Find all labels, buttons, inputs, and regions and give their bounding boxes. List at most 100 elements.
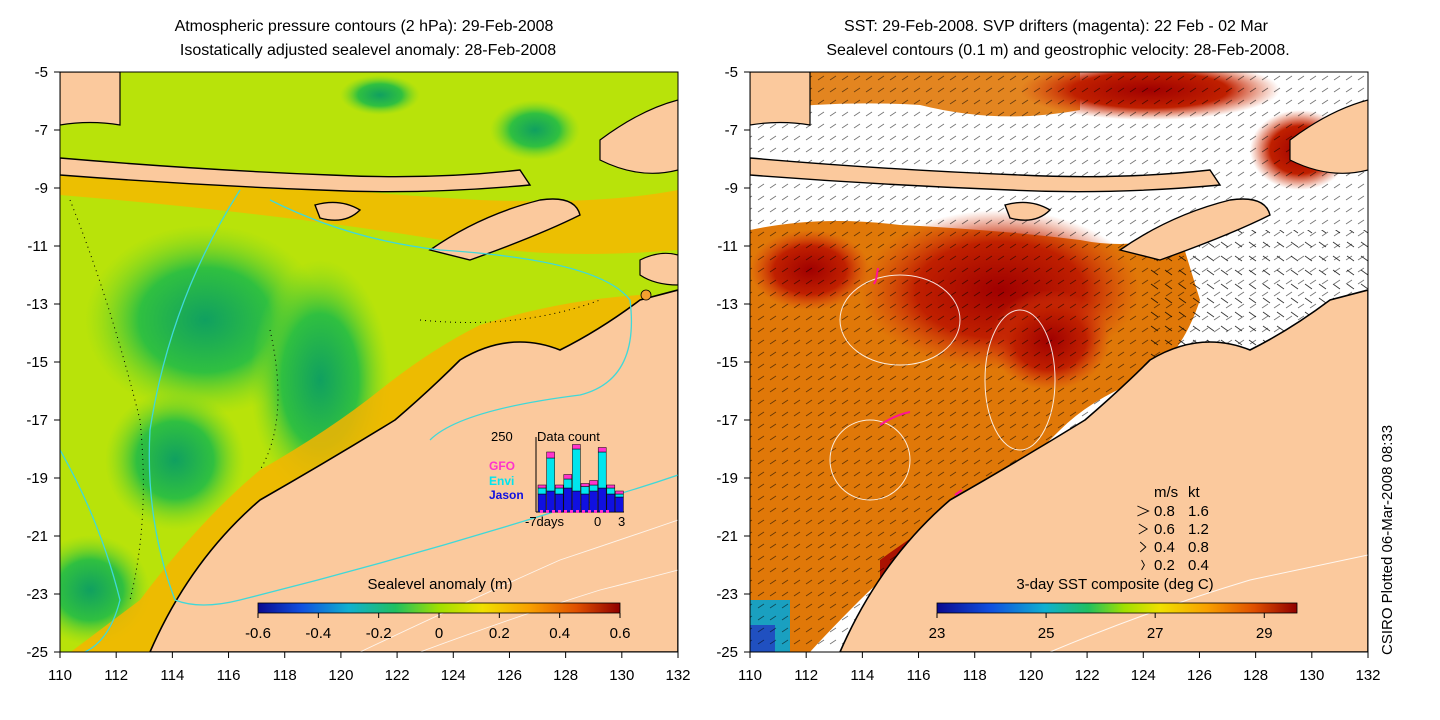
colorbar-tick-label: 29 bbox=[1256, 625, 1273, 642]
inset-bar-jason bbox=[597, 487, 607, 513]
inset-xlabel-end: 3 bbox=[618, 514, 625, 529]
x-tick-label: 132 bbox=[665, 667, 690, 684]
velocity-legend-kt: 1.2 bbox=[1188, 521, 1209, 538]
x-tick-label: 114 bbox=[160, 667, 184, 684]
inset-bar-jason bbox=[580, 493, 590, 513]
x-tick-label: 128 bbox=[553, 667, 578, 684]
y-tick-label: -11 bbox=[717, 238, 738, 255]
inset-bar-gfo bbox=[589, 480, 598, 486]
y-tick-label: -17 bbox=[716, 412, 738, 429]
x-tick-label: 110 bbox=[48, 667, 72, 684]
y-tick-label: -19 bbox=[716, 470, 738, 487]
inset-bar-jason bbox=[537, 493, 547, 513]
right-title-line1: SST: 29-Feb-2008. SVP drifters (magenta)… bbox=[844, 18, 1269, 35]
inset-title: Data count bbox=[537, 429, 600, 444]
x-tick-label: 118 bbox=[273, 667, 297, 684]
right-title-line2: Sealevel contours (0.1 m) and geostrophi… bbox=[826, 42, 1289, 59]
velocity-legend-arrow bbox=[1141, 559, 1145, 571]
inset-bar-gfo bbox=[615, 490, 624, 495]
svp-drifter-track bbox=[954, 489, 963, 496]
australia-land-right bbox=[839, 289, 1368, 652]
colorbar-tick-label: 23 bbox=[929, 625, 946, 642]
colorbar-tick-label: -0.2 bbox=[366, 625, 392, 642]
velocity-legend-arrow bbox=[1138, 523, 1149, 535]
inset-legend-gfo: GFO bbox=[489, 459, 515, 473]
colorbar-tick-label: 0.2 bbox=[489, 625, 510, 642]
inset-bars bbox=[537, 444, 624, 513]
y-tick-label: -7 bbox=[725, 122, 738, 139]
y-tick-label: -15 bbox=[26, 354, 48, 371]
x-tick-label: 112 bbox=[794, 667, 818, 684]
velocity-legend-arrow bbox=[1137, 505, 1150, 517]
velocity-legend: m/s kt 0.8 1.60.6 1.20.4 0.80.2 0.4 bbox=[1137, 484, 1209, 574]
x-tick-label: 116 bbox=[907, 667, 931, 684]
right-map bbox=[750, 72, 1368, 652]
x-tick-label: 132 bbox=[1355, 667, 1380, 684]
x-tick-label: 112 bbox=[104, 667, 128, 684]
inset-day-marker bbox=[564, 510, 567, 513]
left-title-line1: Atmospheric pressure contours (2 hPa): 2… bbox=[175, 18, 554, 35]
inset-day-marker bbox=[558, 510, 561, 513]
y-tick-label: -7 bbox=[35, 122, 48, 139]
y-tick-label: -13 bbox=[716, 296, 738, 313]
y-tick-label: -9 bbox=[725, 180, 738, 197]
inset-bar-jason bbox=[546, 490, 555, 513]
y-tick-label: -23 bbox=[716, 586, 738, 603]
right-colorbar-ticks: 23 25 27 29 bbox=[929, 613, 1273, 642]
inset-bar-gfo bbox=[572, 444, 581, 450]
x-tick-label: 110 bbox=[738, 667, 762, 684]
right-colorbar-label: 3-day SST composite (deg C) bbox=[1016, 576, 1213, 593]
x-tick-label: 122 bbox=[1075, 667, 1100, 684]
x-tick-label: 120 bbox=[1018, 667, 1043, 684]
inset-bar-gfo bbox=[554, 484, 564, 489]
left-colorbar-label: Sealevel anomaly (m) bbox=[367, 576, 512, 593]
y-tick-label: -5 bbox=[35, 64, 48, 81]
colorbar-tick-label: 0 bbox=[435, 625, 443, 642]
inset-bar-gfo bbox=[597, 447, 607, 453]
inset-day-marker bbox=[576, 510, 579, 513]
inset-day-marker bbox=[582, 510, 585, 513]
data-count-inset: 250 Data count GFO Envi Jason -7days 0 3 bbox=[489, 429, 625, 529]
colorbar-tick-label: 0.4 bbox=[549, 625, 570, 642]
inset-bar-envi bbox=[563, 478, 573, 489]
right-x-axis: 110 112 114 116 118 120 122 124 126 128 130 132 bbox=[738, 652, 1381, 684]
x-tick-label: 124 bbox=[1131, 667, 1156, 684]
x-tick-label: 122 bbox=[385, 667, 410, 684]
velocity-legend-kt: 0.4 bbox=[1188, 557, 1209, 574]
inset-bar-gfo bbox=[546, 451, 555, 459]
x-tick-label: 124 bbox=[441, 667, 466, 684]
y-tick-label: -21 bbox=[26, 528, 48, 545]
inset-bar-gfo bbox=[580, 483, 590, 487]
inset-bar-envi bbox=[537, 487, 547, 495]
velocity-legend-ms: 0.4 bbox=[1154, 539, 1175, 556]
y-tick-label: -9 bbox=[35, 180, 48, 197]
inset-day-marker bbox=[594, 510, 597, 513]
velocity-legend-ms: 0.6 bbox=[1154, 521, 1175, 538]
inset-bar-jason bbox=[615, 496, 624, 513]
australia-land bbox=[149, 289, 678, 652]
y-tick-label: -25 bbox=[26, 644, 48, 661]
y-tick-label: -15 bbox=[716, 354, 738, 371]
velocity-legend-kt: 1.6 bbox=[1188, 503, 1209, 520]
bathymetry-contour-2 bbox=[269, 199, 633, 441]
inset-bar-envi bbox=[589, 484, 598, 492]
inset-bar-jason bbox=[563, 487, 573, 513]
inset-day-marker bbox=[540, 510, 543, 513]
inset-day-marker bbox=[546, 510, 549, 513]
x-tick-label: 118 bbox=[963, 667, 987, 684]
inset-bar-jason bbox=[589, 490, 598, 513]
colorbar-tick-label: 25 bbox=[1038, 625, 1055, 642]
y-tick-label: -21 bbox=[716, 528, 738, 545]
inset-ymax-label: 250 bbox=[491, 429, 513, 444]
velocity-legend-kt-header: kt bbox=[1188, 484, 1201, 501]
inset-legend-jason: Jason bbox=[489, 488, 524, 502]
velocity-legend-ms: 0.8 bbox=[1154, 503, 1175, 520]
y-tick-label: -25 bbox=[716, 644, 738, 661]
credit-text: CSIRO Plotted 06-Mar-2008 08:33 bbox=[1379, 425, 1396, 655]
x-tick-label: 128 bbox=[1243, 667, 1268, 684]
x-tick-label: 130 bbox=[609, 667, 634, 684]
svp-drifter-track bbox=[879, 411, 911, 426]
inset-day-marker bbox=[606, 510, 609, 513]
velocity-legend-ms: 0.2 bbox=[1154, 557, 1175, 574]
inset-bar-envi bbox=[597, 451, 607, 489]
